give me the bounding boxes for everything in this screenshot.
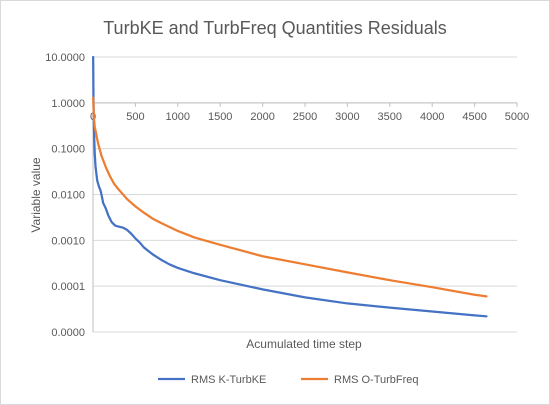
y-tick-label: 1.0000 (51, 98, 85, 110)
x-tick-label: 5000 (505, 111, 529, 123)
legend-label: RMS O-TurbFreq (334, 374, 419, 386)
chart-title: TurbKE and TurbFreq Quantities Residuals (103, 18, 447, 38)
legend-label: RMS K-TurbKE (191, 374, 266, 386)
y-tick-label: 0.0010 (51, 235, 85, 247)
y-axis-title: Variable value (29, 157, 43, 232)
x-tick-label: 2000 (250, 111, 274, 123)
x-tick-label: 3500 (378, 111, 402, 123)
x-tick-label: 4500 (462, 111, 486, 123)
y-tick-label: 0.0100 (51, 190, 85, 202)
legend: RMS K-TurbKE RMS O-TurbFreq (158, 374, 419, 386)
series-line (92, 96, 488, 298)
x-tick-label: 2500 (293, 111, 317, 123)
x-tick-label: 500 (126, 111, 144, 123)
x-axis-title: Acumulated time step (246, 337, 362, 351)
y-tick-label: 10.0000 (45, 52, 85, 64)
y-tick-label: 0.0000 (51, 327, 85, 339)
x-tick-label: 4000 (420, 111, 444, 123)
series-line (92, 55, 488, 318)
x-tick-label: 3000 (335, 111, 359, 123)
x-axis: 0 500 1000 1500 2000 2500 3000 3500 4000 4500 5000 (90, 102, 529, 123)
y-tick-label: 0.0001 (51, 281, 85, 293)
y-tick-label: 0.1000 (51, 144, 85, 156)
x-tick-label: 1000 (166, 111, 190, 123)
plot-series (92, 55, 488, 318)
x-tick-label: 1500 (208, 111, 232, 123)
y-axis: 10.0000 1.0000 0.1000 0.0100 0.0010 0.0001 0.0… (45, 52, 94, 339)
